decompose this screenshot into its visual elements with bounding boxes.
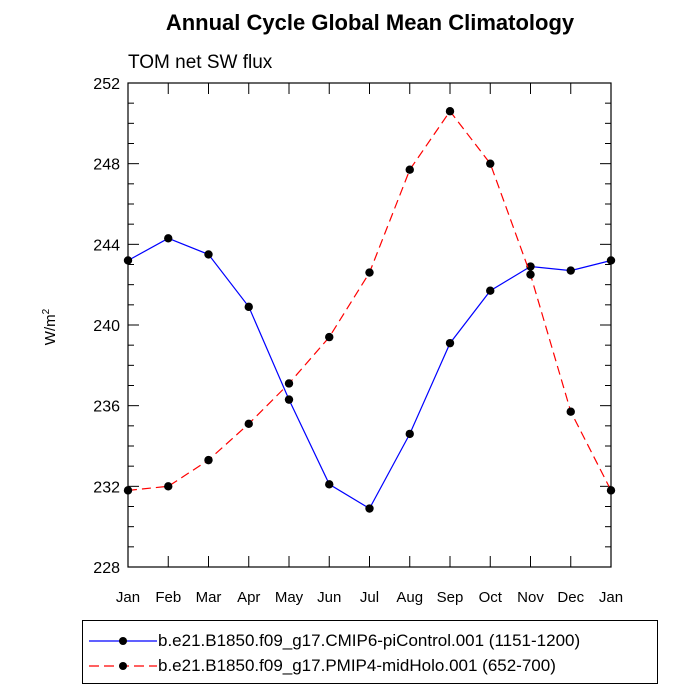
- legend-item-midholo: b.e21.B1850.f09_g17.PMIP4-midHolo.001 (6…: [83, 654, 657, 678]
- data-point-series-0: [566, 266, 575, 275]
- x-tick-label: Jun: [317, 589, 341, 606]
- y-tick-label: 236: [93, 399, 120, 416]
- data-point-series-0: [486, 286, 495, 295]
- plot-frame: [127, 82, 612, 568]
- data-point-series-1: [405, 165, 414, 174]
- x-tick-label: Dec: [557, 589, 584, 606]
- x-tick-label: Oct: [479, 589, 503, 606]
- legend-swatch-picontrol: [89, 637, 157, 645]
- chart-title: Annual Cycle Global Mean Climatology: [166, 10, 575, 35]
- x-tick-label: Feb: [155, 589, 181, 606]
- y-tick-label: 248: [93, 157, 120, 174]
- x-tick-label: May: [275, 589, 304, 606]
- data-point-series-1: [365, 268, 374, 277]
- data-point-series-0: [526, 262, 535, 271]
- data-point-series-0: [204, 250, 213, 259]
- legend-item-picontrol: b.e21.B1850.f09_g17.CMIP6-piControl.001 …: [83, 629, 657, 653]
- x-tick-label: Apr: [237, 589, 260, 606]
- chart-subtitle: TOM net SW flux: [128, 52, 273, 73]
- data-point-series-0: [244, 302, 253, 312]
- legend-swatch-midholo: [89, 662, 157, 670]
- y-axis-label: W/m2: [41, 308, 59, 345]
- data-point-series-0: [325, 480, 334, 489]
- data-point-series-1: [606, 486, 616, 495]
- x-tick-label: Jul: [360, 589, 379, 606]
- data-point-series-1: [244, 419, 253, 429]
- series-line-1: [127, 110, 612, 491]
- svg-text:W/m2: W/m2: [41, 308, 59, 345]
- y-tick-label: 240: [93, 318, 120, 335]
- data-point-series-0: [445, 338, 455, 348]
- y-axis-label-superscript: 2: [41, 308, 52, 314]
- x-tick-label: Aug: [396, 589, 423, 606]
- data-point-series-1: [164, 482, 173, 491]
- x-tick-label: Sep: [437, 589, 464, 606]
- data-point-series-0: [164, 234, 173, 243]
- y-axis-label-text: W/m: [42, 314, 59, 345]
- y-tick-label: 232: [93, 479, 120, 496]
- data-point-series-1: [486, 159, 495, 168]
- x-tick-label: Jan: [599, 589, 623, 606]
- x-tick-label: Nov: [517, 589, 544, 606]
- x-tick-label: Mar: [196, 589, 222, 606]
- data-point-series-1: [204, 455, 213, 465]
- x-tick-label: Jan: [116, 589, 140, 606]
- y-tick-label: 228: [93, 560, 120, 577]
- legend-label-midholo: b.e21.B1850.f09_g17.PMIP4-midHolo.001 (6…: [158, 656, 556, 675]
- data-point-series-0: [123, 256, 133, 265]
- data-point-series-1: [284, 379, 294, 388]
- data-point-series-1: [123, 486, 133, 495]
- data-point-series-1: [445, 107, 455, 116]
- data-point-series-0: [365, 504, 374, 513]
- data-point-series-0: [606, 256, 616, 265]
- data-point-series-0: [284, 395, 294, 404]
- data-point-series-1: [526, 270, 535, 279]
- legend: b.e21.B1850.f09_g17.CMIP6-piControl.001 …: [82, 620, 658, 684]
- data-point-series-1: [325, 332, 334, 342]
- series-line-0: [127, 237, 612, 510]
- legend-label-picontrol: b.e21.B1850.f09_g17.CMIP6-piControl.001 …: [158, 631, 581, 650]
- data-point-series-0: [405, 429, 414, 439]
- data-point-series-1: [566, 407, 575, 416]
- y-tick-label: 244: [93, 237, 120, 254]
- y-tick-label: 252: [93, 76, 120, 93]
